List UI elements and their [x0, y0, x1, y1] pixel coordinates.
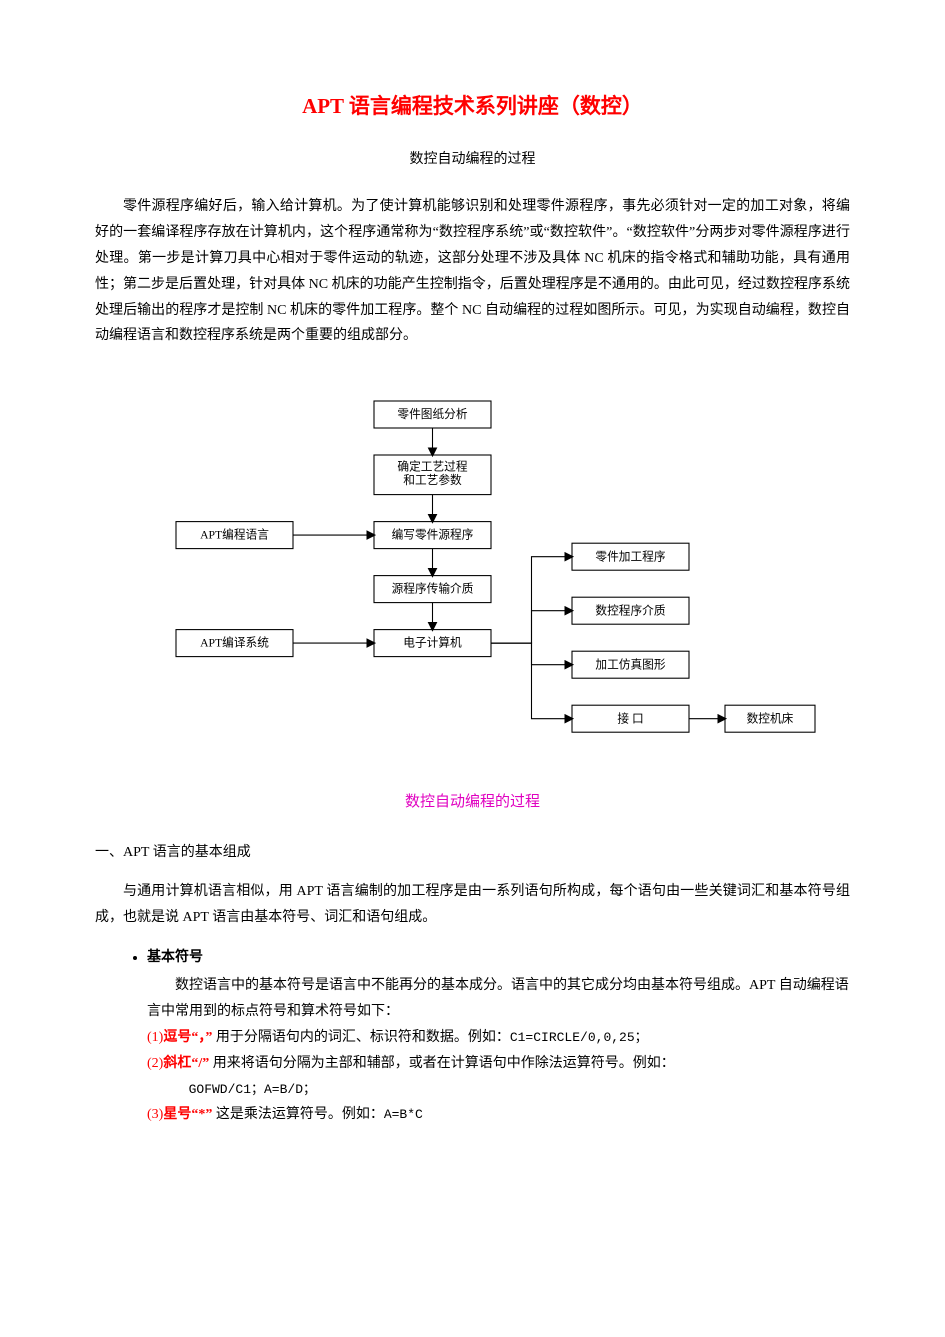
symbol-item-2-example: GOFWD/C1；A=B/D；: [147, 1077, 850, 1103]
paragraph-2: 与通用计算机语言相似，用 APT 语言编制的加工程序是由一系列语句所构成，每个语…: [95, 879, 850, 931]
svg-text:零件加工程序: 零件加工程序: [595, 550, 665, 564]
svg-text:数控机床: 数控机床: [746, 712, 793, 726]
symbol-item-1: (1)逗号“，” 用于分隔语句内的词汇、标识符和数据。例如：C1=CIRCLE/…: [147, 1025, 850, 1051]
symbol-item-3: (3)星号“*” 这是乘法运算符号。例如：A=B*C: [147, 1102, 850, 1128]
svg-text:确定工艺过程: 确定工艺过程: [397, 460, 467, 474]
flowchart-caption: 数控自动编程的过程: [95, 790, 850, 811]
svg-text:电子计算机: 电子计算机: [403, 636, 462, 650]
svg-text:APT编程语言: APT编程语言: [200, 528, 269, 542]
item-example: GOFWD/C1；A=B/D；: [189, 1078, 316, 1102]
item-name: 斜杠“/”: [163, 1056, 209, 1071]
flowchart: 零件图纸分析确定工艺过程和工艺参数编写零件源程序源程序传输介质电子计算机 APT编…: [95, 367, 850, 782]
bullet-head: 基本符号: [147, 950, 203, 965]
svg-text:APT编译系统: APT编译系统: [200, 636, 269, 650]
page-title: APT 语言编程技术系列讲座（数控）: [95, 90, 850, 120]
item-name: 星号“*”: [163, 1107, 212, 1122]
svg-text:加工仿真图形: 加工仿真图形: [595, 658, 665, 672]
svg-text:接 口: 接 口: [617, 713, 643, 726]
item-desc: 用于分隔语句内的词汇、标识符和数据。例如：: [212, 1030, 510, 1045]
item-num: (1): [147, 1030, 163, 1045]
svg-text:编写零件源程序: 编写零件源程序: [391, 528, 473, 542]
svg-text:和工艺参数: 和工艺参数: [403, 474, 462, 488]
svg-text:零件图纸分析: 零件图纸分析: [397, 407, 467, 421]
bullet-intro: 数控语言中的基本符号是语言中不能再分的基本成分。语言中的其它成分均由基本符号组成…: [147, 973, 850, 1025]
page-subtitle: 数控自动编程的过程: [95, 148, 850, 168]
item-example: C1=CIRCLE/0,0,25；: [510, 1030, 648, 1045]
section-heading-1: 一、APT 语言的基本组成: [95, 841, 850, 861]
item-desc: 用来将语句分隔为主部和辅部，或者在计算语句中作除法运算符号。例如：: [209, 1056, 675, 1071]
item-num: (2): [147, 1056, 163, 1071]
flowchart-svg: 零件图纸分析确定工艺过程和工艺参数编写零件源程序源程序传输介质电子计算机 APT编…: [113, 367, 833, 777]
svg-text:数控程序介质: 数控程序介质: [595, 604, 665, 618]
svg-text:源程序传输介质: 源程序传输介质: [391, 582, 473, 596]
list-item: 基本符号 数控语言中的基本符号是语言中不能再分的基本成分。语言中的其它成分均由基…: [147, 945, 850, 1128]
item-num: (3): [147, 1107, 163, 1122]
item-desc: 这是乘法运算符号。例如：: [212, 1107, 384, 1122]
item-example: A=B*C: [384, 1107, 423, 1122]
intro-paragraph: 零件源程序编好后，输入给计算机。为了使计算机能够识别和处理零件源程序，事先必须针…: [95, 194, 850, 349]
symbol-item-2: (2)斜杠“/” 用来将语句分隔为主部和辅部，或者在计算语句中作除法运算符号。例…: [147, 1051, 850, 1077]
bullet-list: 基本符号 数控语言中的基本符号是语言中不能再分的基本成分。语言中的其它成分均由基…: [147, 945, 850, 1128]
item-name: 逗号“，”: [163, 1030, 212, 1045]
